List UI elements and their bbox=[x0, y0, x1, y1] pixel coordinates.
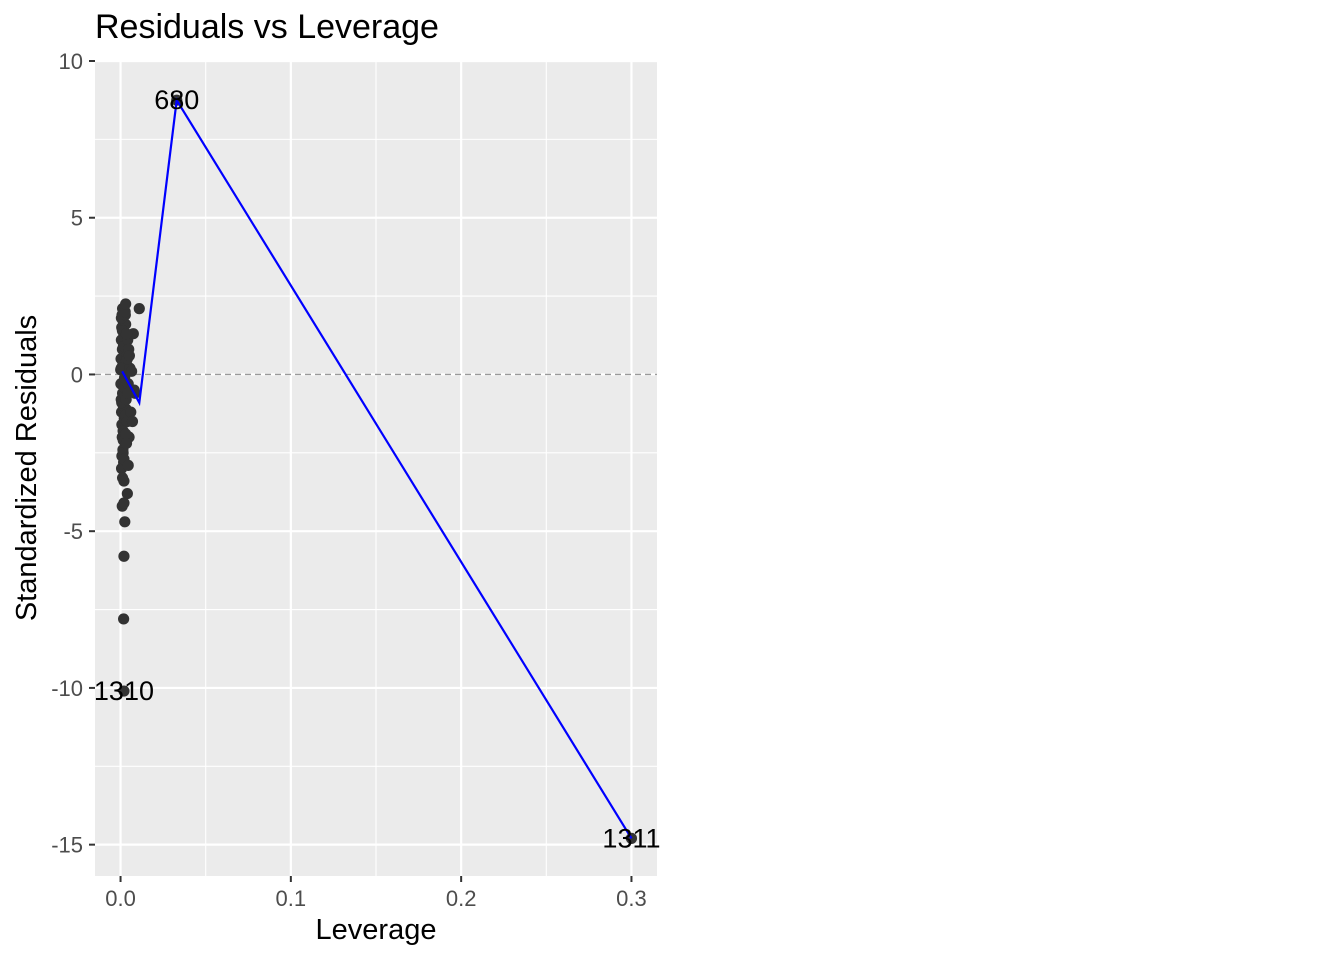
y-tick-label: -5 bbox=[63, 519, 83, 544]
data-point bbox=[119, 516, 131, 528]
y-tick-label: -10 bbox=[51, 676, 83, 701]
y-tick-label: 0 bbox=[71, 362, 83, 387]
y-tick-label: 5 bbox=[71, 206, 83, 231]
data-point bbox=[118, 497, 130, 509]
x-tick-label: 0.2 bbox=[446, 886, 477, 911]
smooth-fit-line bbox=[121, 96, 633, 839]
data-point bbox=[121, 487, 133, 500]
data-point bbox=[118, 550, 130, 562]
point-label: 680 bbox=[154, 85, 199, 115]
y-axis-title: Standardized Residuals bbox=[11, 315, 43, 621]
data-point bbox=[120, 437, 133, 450]
x-axis-title: Leverage bbox=[316, 914, 437, 946]
data-point bbox=[120, 428, 132, 440]
data-point bbox=[125, 406, 137, 418]
x-tick-label: 0.0 bbox=[105, 886, 136, 911]
x-axis: 0.0 0.1 0.2 0.3 bbox=[105, 876, 647, 911]
data-points bbox=[115, 94, 638, 844]
data-point bbox=[126, 365, 138, 377]
data-point bbox=[122, 459, 134, 471]
data-point bbox=[120, 328, 133, 340]
x-tick-label: 0.3 bbox=[616, 886, 647, 911]
point-label: 1311 bbox=[602, 823, 660, 853]
data-point bbox=[126, 415, 139, 428]
data-point bbox=[115, 362, 127, 374]
data-point bbox=[118, 685, 130, 697]
chart-title: Residuals vs Leverage bbox=[95, 8, 439, 46]
point-labels: 680 1310 1311 bbox=[94, 85, 661, 853]
data-point bbox=[122, 387, 134, 399]
data-point bbox=[120, 298, 132, 310]
data-point bbox=[133, 303, 145, 315]
point-label: 1310 bbox=[94, 676, 154, 706]
y-tick-label: 10 bbox=[59, 49, 83, 74]
data-point bbox=[123, 350, 136, 362]
x-tick-label: 0.1 bbox=[276, 886, 307, 911]
minor-gridlines bbox=[95, 61, 657, 876]
y-axis: 10 5 0 -5 -10 -15 bbox=[51, 49, 95, 858]
y-tick-label: -15 bbox=[51, 833, 83, 858]
data-point bbox=[118, 475, 130, 487]
data-point bbox=[118, 613, 130, 625]
